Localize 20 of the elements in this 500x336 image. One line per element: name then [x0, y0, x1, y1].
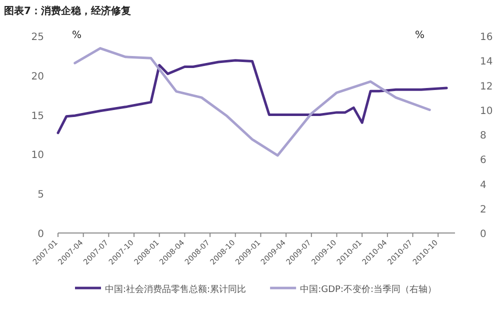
chart-title: 图表7：消费企稳，经济修复: [4, 5, 131, 17]
legend-label: 中国:社会消费品零售总额:累计同比: [105, 284, 246, 295]
y2-tick-label: 14: [480, 56, 493, 68]
y-tick-label: 20: [31, 71, 44, 82]
y2-tick-label: 8: [480, 130, 486, 142]
y-tick-label: 15: [31, 110, 44, 122]
y2-tick-label: 6: [480, 155, 486, 166]
y2-tick-label: 10: [480, 106, 493, 117]
y-tick-label: 5: [38, 190, 44, 201]
y2-tick-label: 2: [480, 204, 486, 216]
y2-tick-label: 16: [480, 32, 493, 43]
y-tick-label: 25: [31, 32, 44, 43]
y2-tick-label: 0: [480, 229, 486, 240]
y2-axis-title: %: [415, 30, 425, 41]
y-axis-title: %: [72, 30, 82, 41]
y-tick-label: 10: [31, 150, 44, 162]
legend-label: 中国:GDP:不变价:当季同（右轴）: [300, 284, 437, 295]
y-tick-label: 0: [38, 229, 44, 240]
y2-tick-label: 12: [480, 81, 493, 92]
y2-tick-label: 4: [480, 180, 486, 191]
